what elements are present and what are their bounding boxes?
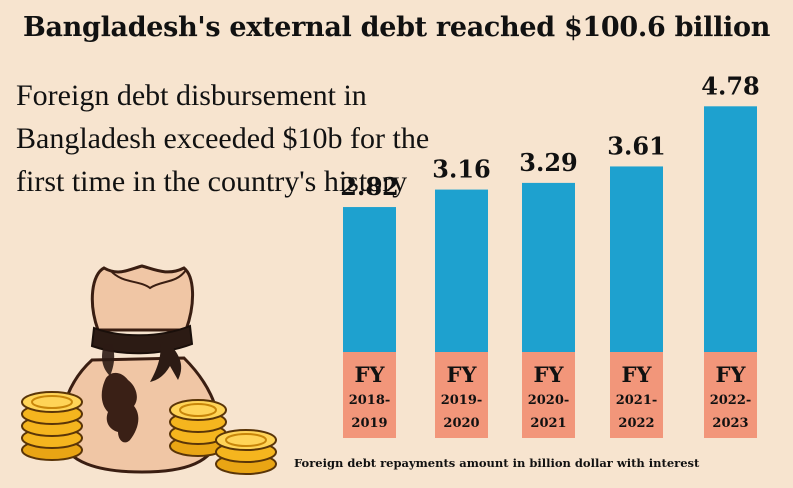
category-tick-label: 2022-	[710, 393, 752, 408]
bar-value-label: 3.29	[519, 148, 577, 177]
category-label-box	[343, 352, 396, 438]
category-tick-label: 2018-	[349, 393, 391, 408]
category-tick-label: 2019-	[441, 393, 483, 408]
category-label-prefix: FY	[622, 362, 653, 387]
bar	[610, 166, 663, 352]
category-label-box	[610, 352, 663, 438]
money-bag-illustration	[21, 264, 277, 475]
bar-value-label: 4.78	[701, 71, 759, 100]
category-tick-label: 2021	[530, 416, 566, 431]
bar	[343, 207, 396, 352]
bar-value-label: 3.16	[432, 155, 490, 184]
bar	[522, 182, 575, 352]
category-tick-label: 2020-	[528, 393, 570, 408]
category-label-prefix: FY	[716, 362, 747, 387]
category-tick-label: 2019	[351, 416, 387, 431]
bar	[704, 106, 757, 352]
bar-value-label: 2.82	[340, 172, 398, 201]
headline: Bangladesh's external debt reached $100.…	[22, 12, 771, 43]
coin-stack-left-icon	[21, 391, 83, 461]
category-label-prefix: FY	[355, 362, 386, 387]
category-label-prefix: FY	[447, 362, 478, 387]
chart-footnote: Foreign debt repayments amount in billio…	[294, 456, 700, 470]
category-label-box	[522, 352, 575, 438]
category-label-prefix: FY	[534, 362, 565, 387]
bar-value-label: 3.61	[607, 131, 665, 160]
category-label-box	[435, 352, 488, 438]
bar	[435, 189, 488, 352]
subheading: Foreign debt disbursement in Bangladesh …	[16, 79, 430, 198]
category-label-box	[704, 352, 757, 438]
category-tick-label: 2022	[618, 416, 654, 431]
category-tick-label: 2023	[712, 416, 748, 431]
category-tick-label: 2021-	[616, 393, 658, 408]
coin-stack-right-icon	[215, 429, 277, 475]
category-tick-label: 2020	[443, 416, 479, 431]
